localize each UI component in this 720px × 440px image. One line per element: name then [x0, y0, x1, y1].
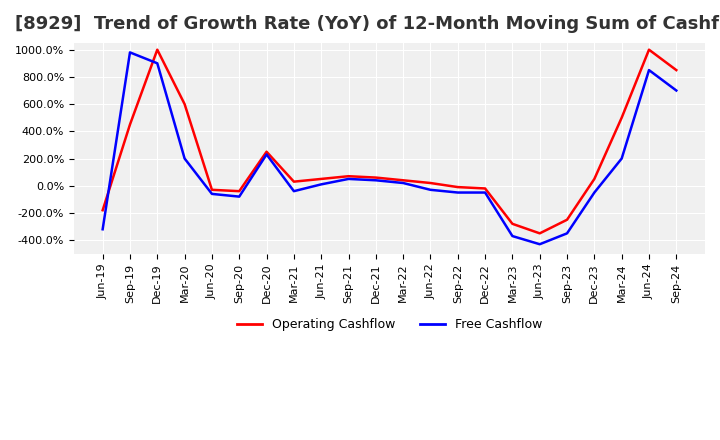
Free Cashflow [399, 180, 408, 186]
Free Cashflow [289, 188, 298, 194]
Operating Cashflow [99, 208, 107, 213]
Free Cashflow [207, 191, 216, 197]
Free Cashflow [262, 152, 271, 157]
Operating Cashflow [153, 47, 161, 52]
Operating Cashflow [372, 175, 380, 180]
Title: [8929]  Trend of Growth Rate (YoY) of 12-Month Moving Sum of Cashflows: [8929] Trend of Growth Rate (YoY) of 12-… [14, 15, 720, 33]
Operating Cashflow [426, 180, 435, 186]
Operating Cashflow [536, 231, 544, 236]
Free Cashflow [153, 61, 161, 66]
Legend: Operating Cashflow, Free Cashflow: Operating Cashflow, Free Cashflow [232, 313, 547, 336]
Free Cashflow [508, 234, 517, 239]
Free Cashflow [590, 190, 599, 195]
Free Cashflow [344, 176, 353, 182]
Operating Cashflow [180, 102, 189, 107]
Operating Cashflow [207, 187, 216, 192]
Free Cashflow [672, 88, 680, 93]
Free Cashflow [617, 156, 626, 161]
Operating Cashflow [617, 115, 626, 121]
Free Cashflow [99, 227, 107, 232]
Operating Cashflow [126, 122, 135, 127]
Line: Operating Cashflow: Operating Cashflow [103, 50, 676, 233]
Free Cashflow [372, 178, 380, 183]
Operating Cashflow [344, 173, 353, 179]
Free Cashflow [454, 190, 462, 195]
Free Cashflow [536, 242, 544, 247]
Operating Cashflow [672, 67, 680, 73]
Free Cashflow [180, 156, 189, 161]
Operating Cashflow [317, 176, 325, 182]
Operating Cashflow [563, 217, 572, 222]
Free Cashflow [644, 67, 653, 73]
Free Cashflow [235, 194, 243, 199]
Operating Cashflow [508, 221, 517, 227]
Operating Cashflow [289, 179, 298, 184]
Free Cashflow [317, 182, 325, 187]
Free Cashflow [426, 187, 435, 192]
Operating Cashflow [262, 149, 271, 154]
Operating Cashflow [454, 184, 462, 190]
Operating Cashflow [399, 178, 408, 183]
Line: Free Cashflow: Free Cashflow [103, 52, 676, 244]
Free Cashflow [126, 50, 135, 55]
Operating Cashflow [235, 188, 243, 194]
Operating Cashflow [644, 47, 653, 52]
Operating Cashflow [590, 176, 599, 182]
Free Cashflow [563, 231, 572, 236]
Operating Cashflow [481, 186, 490, 191]
Free Cashflow [481, 190, 490, 195]
